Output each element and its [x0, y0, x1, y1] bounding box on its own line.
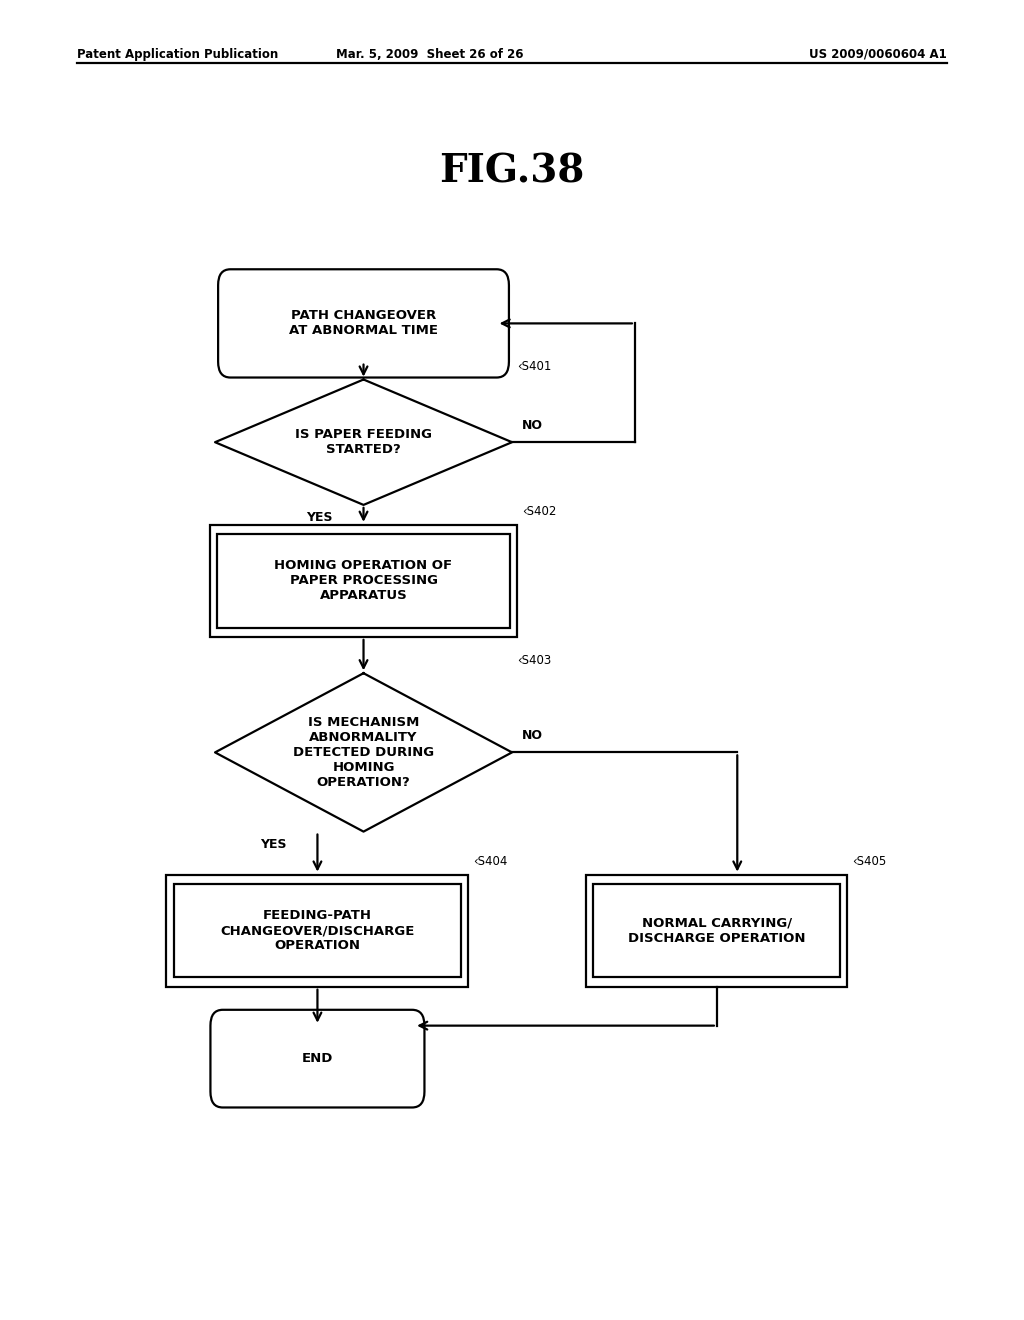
Bar: [586, 874, 848, 987]
Text: PATH CHANGEOVER
AT ABNORMAL TIME: PATH CHANGEOVER AT ABNORMAL TIME: [289, 309, 438, 338]
Text: YES: YES: [260, 838, 287, 851]
Text: FIG.38: FIG.38: [439, 153, 585, 190]
Text: ‹S402: ‹S402: [522, 506, 557, 517]
Text: FEEDING-PATH
CHANGEOVER/DISCHARGE
OPERATION: FEEDING-PATH CHANGEOVER/DISCHARGE OPERAT…: [220, 909, 415, 952]
Text: ‹S405: ‹S405: [852, 855, 887, 869]
Text: Patent Application Publication: Patent Application Publication: [77, 48, 279, 61]
Text: IS PAPER FEEDING
STARTED?: IS PAPER FEEDING STARTED?: [295, 428, 432, 457]
FancyBboxPatch shape: [211, 1010, 424, 1107]
Text: YES: YES: [306, 511, 333, 524]
Text: ‹S403: ‹S403: [517, 653, 551, 667]
Bar: [166, 874, 469, 987]
Text: ‹S401: ‹S401: [517, 360, 552, 372]
Text: NO: NO: [522, 729, 544, 742]
Text: ‹S404: ‹S404: [473, 855, 508, 869]
Text: IS MECHANISM
ABNORMALITY
DETECTED DURING
HOMING
OPERATION?: IS MECHANISM ABNORMALITY DETECTED DURING…: [293, 715, 434, 789]
Bar: [594, 884, 840, 977]
Polygon shape: [215, 673, 512, 832]
Text: NORMAL CARRYING/
DISCHARGE OPERATION: NORMAL CARRYING/ DISCHARGE OPERATION: [628, 916, 806, 945]
Polygon shape: [215, 380, 512, 504]
Text: US 2009/0060604 A1: US 2009/0060604 A1: [809, 48, 947, 61]
Text: Mar. 5, 2009  Sheet 26 of 26: Mar. 5, 2009 Sheet 26 of 26: [336, 48, 524, 61]
Text: HOMING OPERATION OF
PAPER PROCESSING
APPARATUS: HOMING OPERATION OF PAPER PROCESSING APP…: [274, 560, 453, 602]
Text: END: END: [302, 1052, 333, 1065]
FancyBboxPatch shape: [218, 269, 509, 378]
Bar: [174, 884, 461, 977]
Text: NO: NO: [522, 418, 544, 432]
Bar: [210, 524, 517, 636]
Bar: [217, 533, 510, 627]
